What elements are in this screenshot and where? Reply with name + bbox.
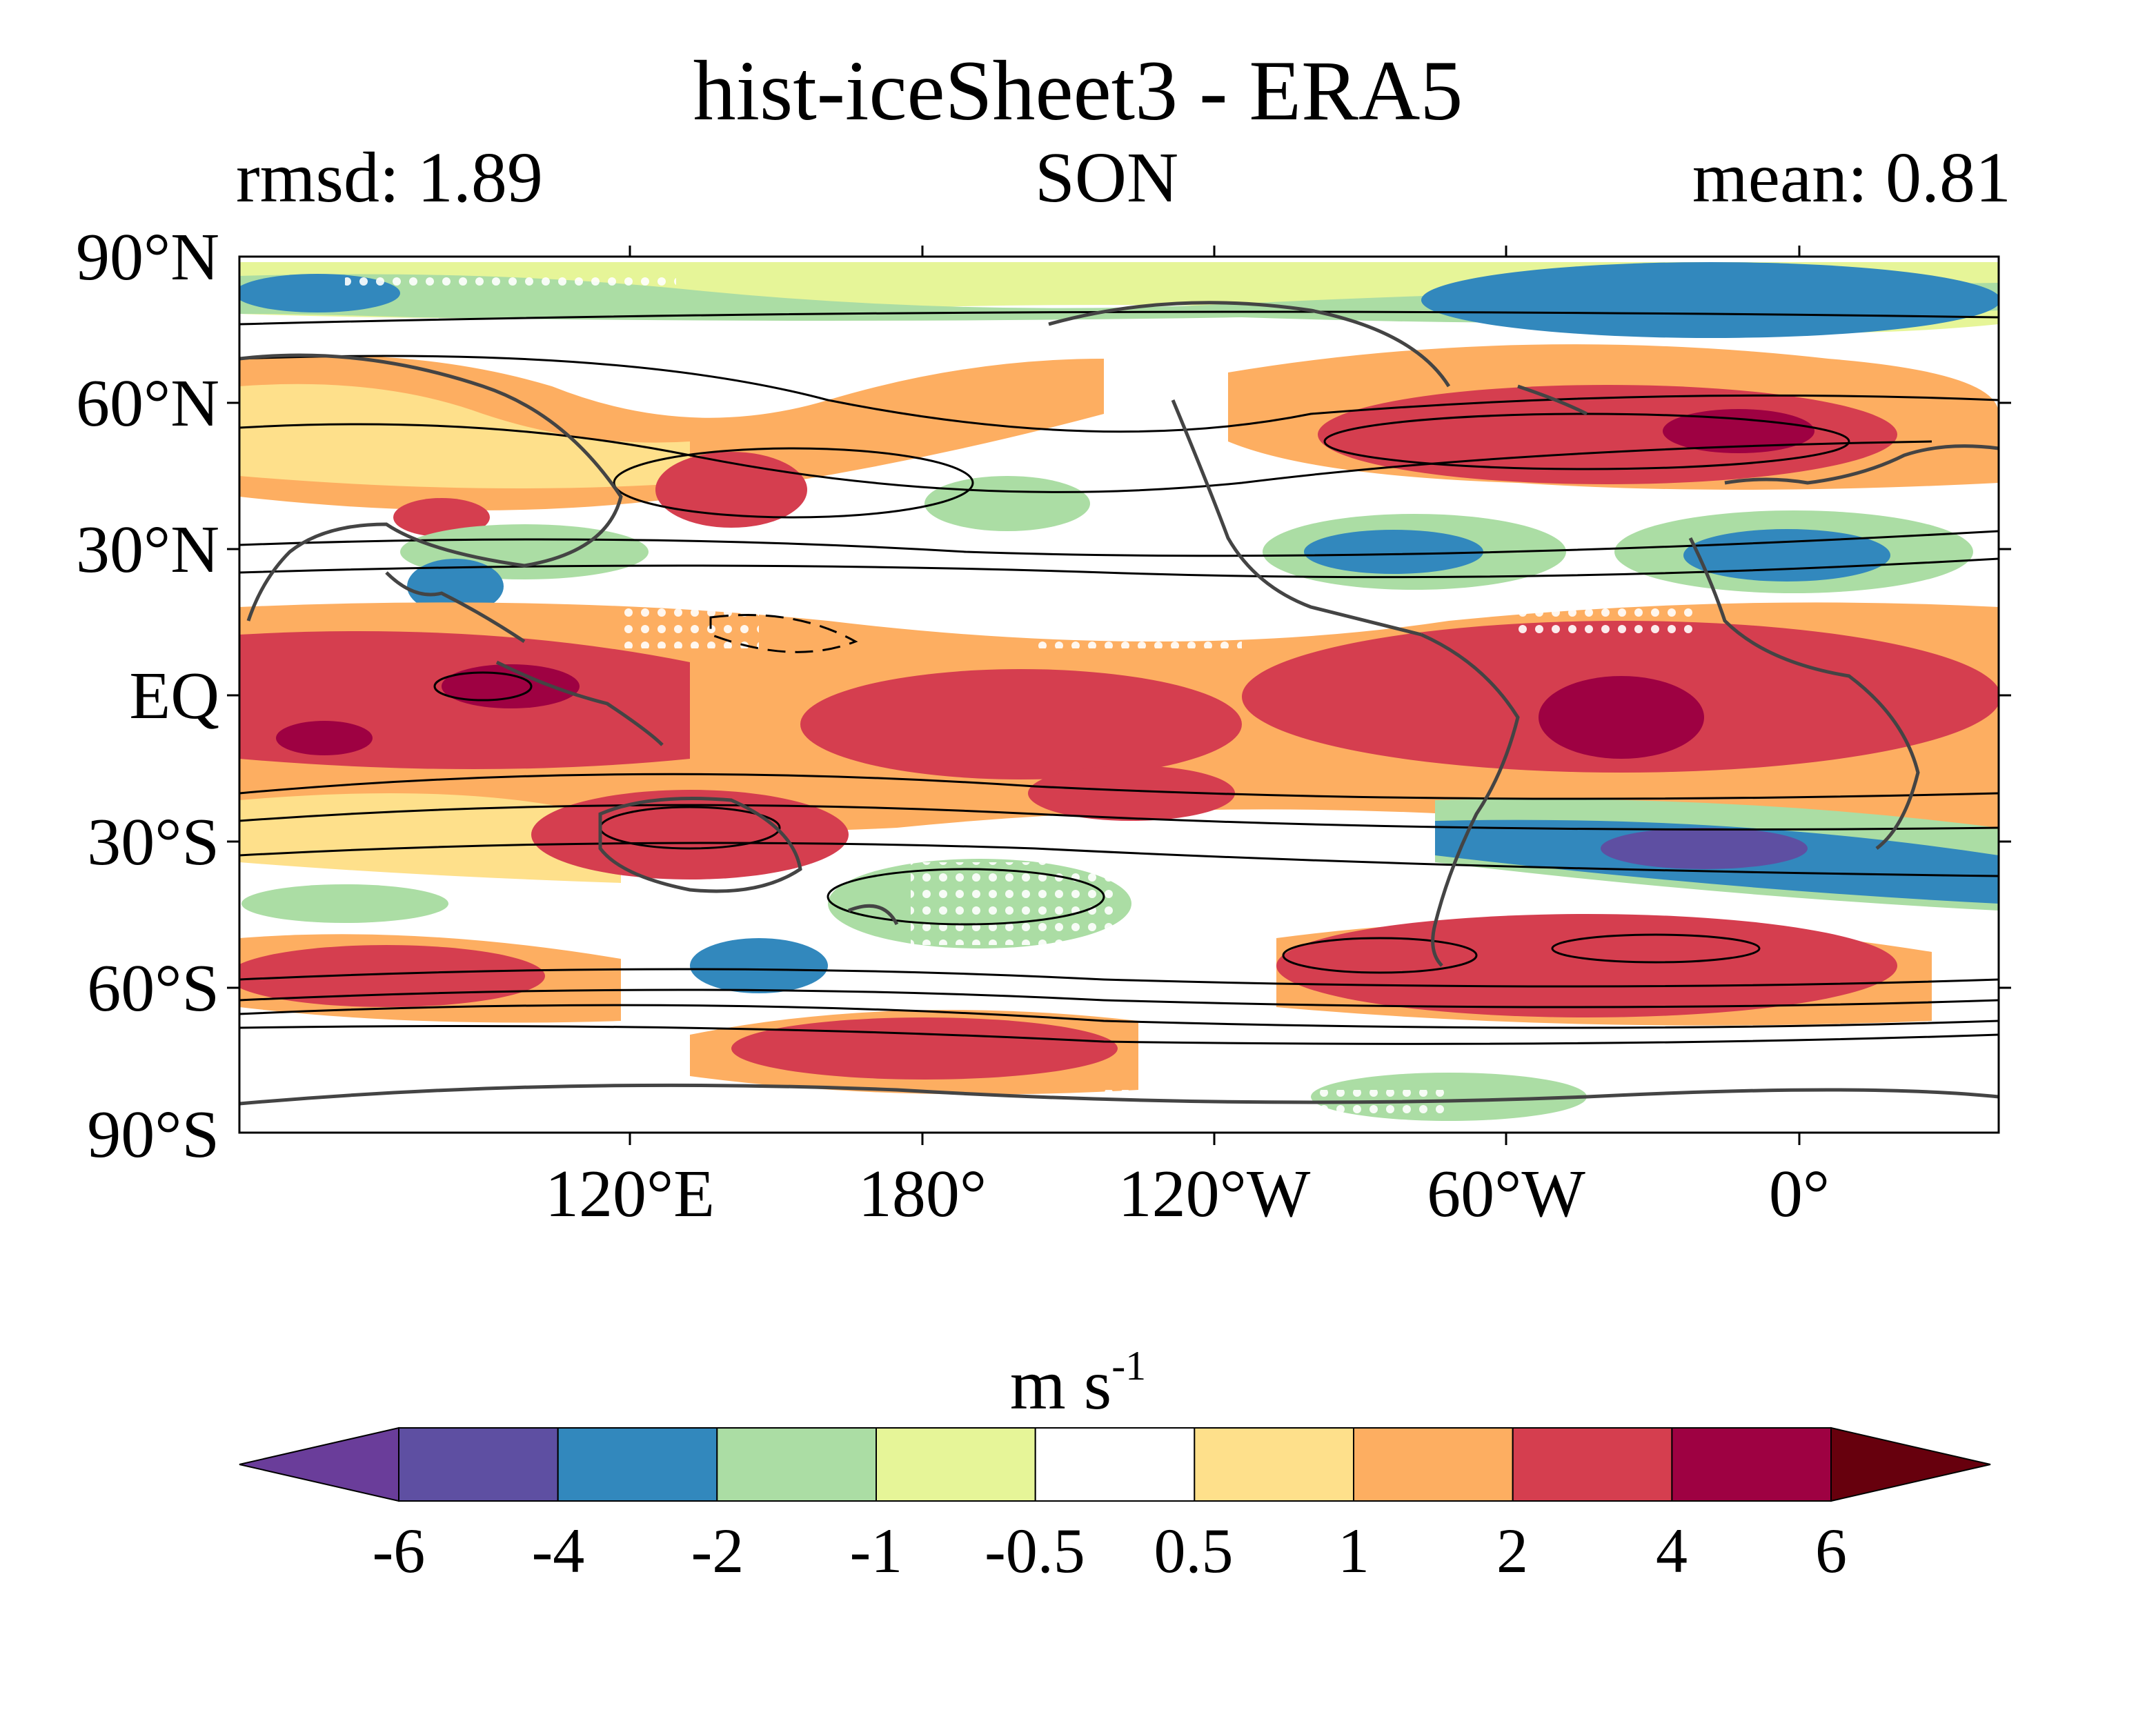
lon-label-120e: 120°E [544,1157,715,1231]
colorbar-tick-label: -4 [531,1515,585,1586]
lat-label-eq: EQ [129,659,219,733]
lat-label-30n: 30°N [76,513,219,587]
axis-ticks [227,246,2011,1145]
colorbar-segment [1671,1427,1832,1502]
colorbar-segment [716,1427,878,1502]
mean-label: mean: 0.81 [1692,138,2011,217]
colorbar-over-triangle [1830,1426,1991,1502]
colorbar-tick-label: 6 [1815,1515,1847,1586]
colorbar-tick-label: -2 [691,1515,744,1586]
colorbar-segment [398,1427,559,1502]
colorbar-tick-label: 2 [1496,1515,1528,1586]
lat-label-60s: 60°S [87,951,219,1026]
colorbar-tick-label: -1 [849,1515,903,1586]
colorbar-segment [1353,1427,1514,1502]
lon-label-0: 0° [1768,1157,1830,1231]
colorbar-unit-text: m s [1009,1345,1112,1424]
colorbar-segment [1034,1427,1196,1502]
lat-label-90n: 90°N [76,220,219,295]
colorbar [239,1426,1991,1502]
colorbar-tick-label: 0.5 [1154,1515,1234,1586]
colorbar-tick-label: -6 [372,1515,426,1586]
colorbar-tick-label: 4 [1656,1515,1688,1586]
lon-label-180: 180° [858,1157,987,1231]
colorbar-unit-exponent: -1 [1111,1343,1147,1389]
lon-label-120w: 120°W [1118,1157,1311,1231]
season-label: SON [1035,138,1179,217]
map-title: hist-iceSheet3 - ERA5 [693,43,1463,138]
colorbar-segment [876,1427,1036,1502]
lon-label-60w: 60°W [1427,1157,1585,1231]
colorbar-segment [1194,1427,1355,1502]
colorbar-unit: m s-1 [0,1324,2156,1426]
colorbar-under-triangle [239,1426,399,1502]
colorbar-segment [557,1427,718,1502]
lat-label-90s: 90°S [87,1097,219,1172]
colorbar-segment [1512,1427,1673,1502]
anomaly-field [239,257,1999,1133]
lat-label-60n: 60°N [76,366,219,441]
colorbar-tick-label: 1 [1338,1515,1369,1586]
lat-label-30s: 30°S [87,805,219,879]
colorbar-tick-label: -0.5 [985,1515,1085,1586]
rmsd-label: rmsd: 1.89 [236,138,543,217]
